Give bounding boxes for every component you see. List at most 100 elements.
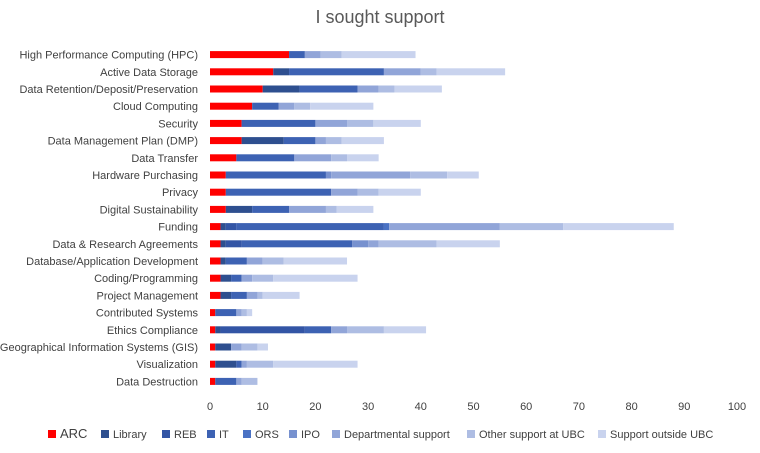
legend-swatch bbox=[467, 430, 475, 438]
bar-segment bbox=[383, 326, 427, 334]
bar-segment bbox=[331, 326, 348, 334]
x-tick-label: 80 bbox=[625, 401, 637, 413]
bar-segment bbox=[273, 68, 290, 76]
bar-segment bbox=[220, 240, 226, 248]
bar-segment bbox=[283, 137, 316, 145]
category-label: Digital Sustainability bbox=[100, 204, 199, 216]
bar-segment bbox=[246, 360, 274, 368]
bar-segment bbox=[210, 240, 221, 248]
bar-segment bbox=[210, 360, 216, 368]
bar-segment bbox=[210, 274, 221, 282]
legend-swatch bbox=[207, 430, 215, 438]
bar-segment bbox=[304, 326, 332, 334]
bar-segment bbox=[210, 291, 221, 299]
bar-segment bbox=[273, 274, 358, 282]
bar-segment bbox=[315, 119, 348, 127]
category-label: Hardware Purchasing bbox=[92, 170, 198, 182]
bar-segment bbox=[262, 85, 300, 93]
bar-segment bbox=[325, 205, 337, 213]
bar-segment bbox=[383, 68, 421, 76]
bar-segment bbox=[325, 137, 342, 145]
bar-segment bbox=[210, 119, 242, 127]
category-label: Active Data Storage bbox=[100, 67, 198, 79]
bar-segment bbox=[325, 171, 332, 179]
bar-segment bbox=[563, 223, 674, 231]
bar-segment bbox=[378, 188, 421, 196]
bar-segment bbox=[241, 274, 253, 282]
bar-segment bbox=[331, 188, 358, 196]
bar-segment bbox=[210, 223, 221, 231]
bar-segment bbox=[210, 137, 242, 145]
bar-segment bbox=[246, 257, 263, 265]
bar-segment bbox=[236, 154, 295, 162]
legend-label: ORS bbox=[255, 429, 279, 441]
category-label: Privacy bbox=[162, 187, 199, 199]
bar-segment bbox=[368, 240, 379, 248]
bar-segment bbox=[252, 205, 290, 213]
legend-label: Support outside UBC bbox=[610, 429, 713, 441]
bar-segment bbox=[246, 309, 253, 317]
bar-segment bbox=[436, 240, 500, 248]
bar-segment bbox=[210, 171, 226, 179]
bar-segment bbox=[278, 102, 295, 110]
bar-segment bbox=[246, 291, 258, 299]
legend-label: Other support at UBC bbox=[479, 429, 585, 441]
bar-segment bbox=[225, 205, 253, 213]
bar-segment bbox=[241, 360, 247, 368]
bar-segment bbox=[225, 188, 332, 196]
bar-segment bbox=[215, 309, 237, 317]
category-label: Data Transfer bbox=[131, 153, 198, 165]
category-label: Ethics Compliance bbox=[107, 325, 198, 337]
bar-segment bbox=[341, 51, 416, 59]
bar-segment bbox=[262, 291, 300, 299]
bar-segment bbox=[378, 240, 437, 248]
legend-label: ARC bbox=[60, 426, 87, 441]
bar-segment bbox=[210, 51, 290, 59]
bar-segment bbox=[236, 309, 242, 317]
legend-swatch bbox=[289, 430, 297, 438]
bar-segment bbox=[252, 274, 274, 282]
bar-segment bbox=[210, 68, 274, 76]
bar-segment bbox=[352, 240, 369, 248]
legend-label: IT bbox=[219, 429, 229, 441]
category-label: Cloud Computing bbox=[113, 101, 198, 113]
bar-segment bbox=[373, 119, 421, 127]
bar-segment bbox=[241, 309, 247, 317]
x-tick-label: 90 bbox=[678, 401, 690, 413]
x-tick-label: 60 bbox=[520, 401, 532, 413]
bar-segment bbox=[289, 205, 326, 213]
x-tick-label: 50 bbox=[467, 401, 479, 413]
category-label: Geographical Information Systems (GIS) bbox=[0, 342, 198, 354]
bar-segment bbox=[347, 154, 379, 162]
x-tick-label: 20 bbox=[309, 401, 321, 413]
bar-segment bbox=[289, 51, 305, 59]
bar-segment bbox=[257, 343, 268, 351]
category-label: Data & Research Agreements bbox=[52, 239, 198, 251]
bar-segment bbox=[299, 85, 358, 93]
bar-segment bbox=[294, 154, 332, 162]
x-tick-label: 0 bbox=[207, 401, 213, 413]
bar-segment bbox=[210, 326, 216, 334]
bar-segment bbox=[447, 171, 479, 179]
bar-segment bbox=[389, 223, 500, 231]
bar-segment bbox=[210, 309, 216, 317]
x-tick-label: 40 bbox=[415, 401, 427, 413]
bar-segment bbox=[215, 326, 221, 334]
x-tick-label: 70 bbox=[573, 401, 585, 413]
legend-swatch bbox=[162, 430, 170, 438]
bar-segment bbox=[241, 240, 353, 248]
bar-segment bbox=[215, 360, 237, 368]
bar-segment bbox=[231, 274, 242, 282]
category-label: Data Retention/Deposit/Preservation bbox=[19, 84, 198, 96]
category-label: Funding bbox=[158, 222, 198, 234]
bar-segment bbox=[210, 257, 221, 265]
bar-segment bbox=[283, 257, 348, 265]
bar-segment bbox=[357, 188, 379, 196]
bar-segment bbox=[220, 257, 226, 265]
bar-segment bbox=[289, 68, 384, 76]
bar-segment bbox=[347, 326, 384, 334]
category-label: Security bbox=[158, 118, 198, 130]
bar-segment bbox=[241, 119, 316, 127]
category-label: Visualization bbox=[136, 359, 198, 371]
